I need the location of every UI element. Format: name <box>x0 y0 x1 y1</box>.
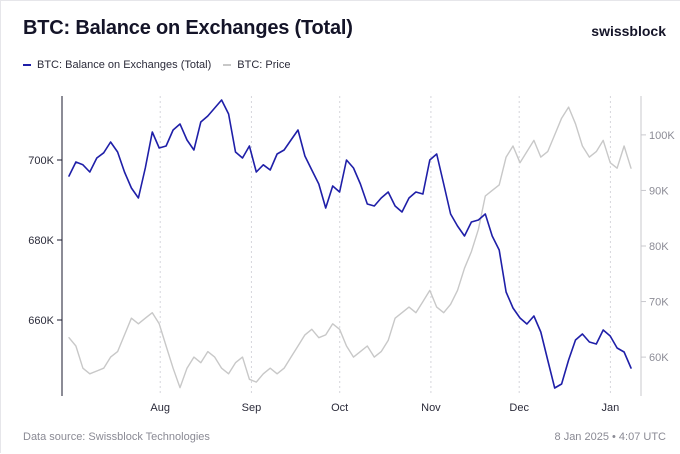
right-tick-label: 70K <box>649 297 669 309</box>
x-tick-label-sep: Sep <box>242 402 262 414</box>
x-tick-label-jan: Jan <box>602 402 620 414</box>
x-tick-label-aug: Aug <box>150 402 170 414</box>
legend-item-balance[interactable]: BTC: Balance on Exchanges (Total) <box>23 59 211 71</box>
legend-label-price: BTC: Price <box>237 59 291 71</box>
right-tick-label: 60K <box>649 352 669 364</box>
right-tick-label: 80K <box>649 241 669 253</box>
legend-item-price[interactable]: BTC: Price <box>223 59 290 71</box>
right-tick-label: 100K <box>649 130 675 142</box>
data-source: Data source: Swissblock Technologies <box>23 431 210 443</box>
chart-legend: BTC: Balance on Exchanges (Total) BTC: P… <box>23 59 290 71</box>
chart-title: BTC: Balance on Exchanges (Total) <box>23 17 353 39</box>
legend-label-balance: BTC: Balance on Exchanges (Total) <box>37 59 212 71</box>
left-tick-label: 660K <box>28 315 54 327</box>
right-tick-label: 90K <box>649 185 669 197</box>
x-tick-label-oct: Oct <box>331 402 348 414</box>
brand-logo: swissblock <box>591 23 666 39</box>
x-tick-label-nov: Nov <box>421 402 441 414</box>
left-tick-label: 680K <box>28 235 54 247</box>
legend-swatch-price <box>223 64 232 66</box>
tick-labels: Aug Sep Oct Nov Dec Jan 660K 680K 700K 60K 70K 80K 9… <box>28 130 675 414</box>
left-tick-label: 700K <box>28 155 54 167</box>
legend-swatch-balance <box>23 64 31 66</box>
price-series-line <box>68 106 632 389</box>
grid-lines <box>159 96 611 396</box>
x-tick-label-dec: Dec <box>509 402 529 414</box>
balance-series-line <box>68 99 632 389</box>
series-layer <box>68 99 632 389</box>
timestamp: 8 Jan 2025 • 4:07 UTC <box>554 431 666 443</box>
